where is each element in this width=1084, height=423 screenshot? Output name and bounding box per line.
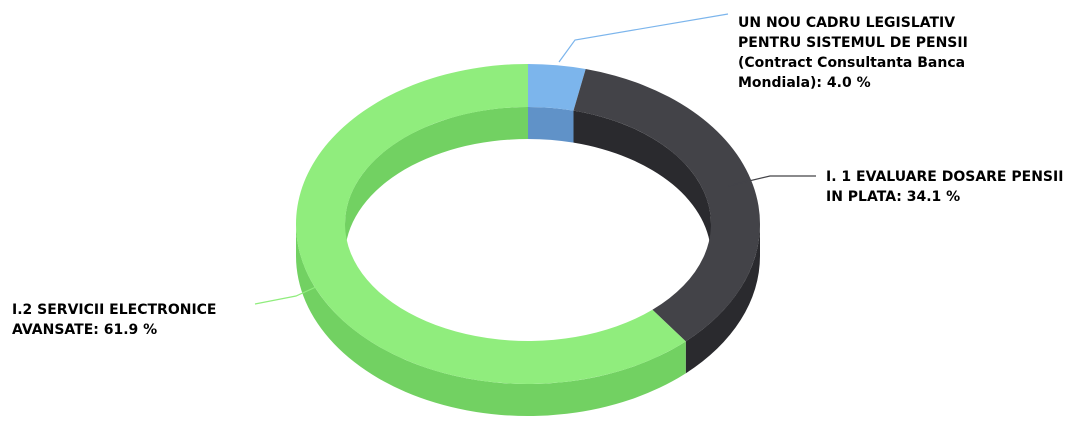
slice-connector-2 — [254, 285, 319, 305]
slice-connector-0 — [558, 13, 729, 63]
data-label-line: AVANSATE: 61.9 % — [12, 322, 157, 338]
slice-outer-side-1 — [685, 224, 760, 374]
data-label-line: IN PLATA: 34.1 % — [826, 189, 960, 205]
data-label-line: (Contract Consultanta Banca — [738, 55, 965, 71]
data-label-2: I.2 SERVICII ELECTRONICE AVANSATE: 61.9 % — [12, 302, 217, 338]
slice-outer-side-2 — [296, 224, 686, 417]
data-label-1: I. 1 EVALUARE DOSARE PENSII IN PLATA: 34.… — [826, 169, 1063, 205]
slice-inner-side-1 — [573, 110, 711, 256]
data-label-line: I. 1 EVALUARE DOSARE PENSII — [826, 169, 1063, 185]
data-label-line: I.2 SERVICII ELECTRONICE — [12, 302, 217, 318]
slice-inner-side-0 — [528, 107, 574, 143]
data-label-0: UN NOU CADRU LEGISLATIV PENTRU SISTEMUL D… — [738, 15, 968, 91]
data-label-line: UN NOU CADRU LEGISLATIV — [738, 15, 955, 31]
slice-top-1 — [573, 69, 761, 342]
slice-connector-1 — [727, 175, 816, 187]
slice-top-0 — [528, 64, 586, 111]
slice-inner-side-2 — [345, 107, 528, 256]
slice-top-2 — [296, 64, 686, 385]
data-label-line: Mondiala): 4.0 % — [738, 75, 871, 91]
data-label-line: PENTRU SISTEMUL DE PENSII — [738, 35, 968, 51]
